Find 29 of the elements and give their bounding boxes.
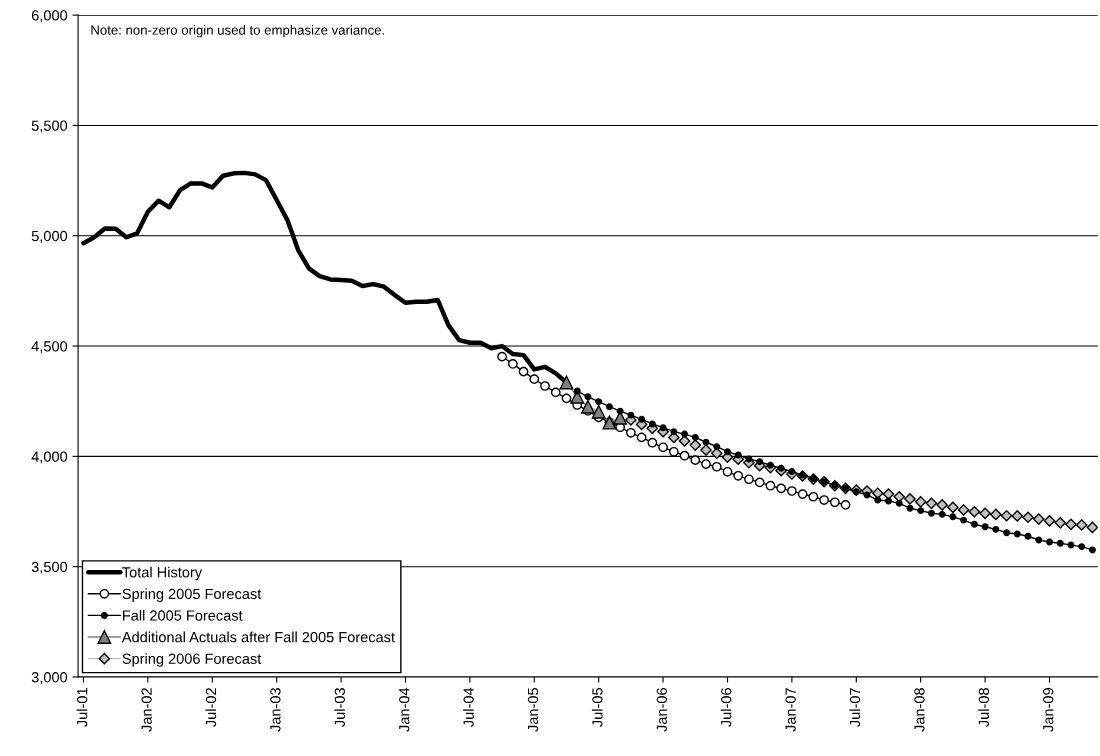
y-tick-label: 5,500 xyxy=(31,120,68,133)
legend-label: Spring 2006 Forecast xyxy=(122,653,262,667)
x-tick-label: Jan-04 xyxy=(399,687,410,732)
y-tick-label: 6,000 xyxy=(31,10,68,23)
annotation: Note: non-zero origin used to emphasize variance. xyxy=(91,25,384,38)
x-tick-label: Jan-08 xyxy=(914,688,925,732)
x-tick-label: Jul-02 xyxy=(205,688,217,727)
y-tick-label: 4,000 xyxy=(31,451,68,464)
x-tick-label: Jul-03 xyxy=(334,688,345,727)
x-tick-label: Jul-01 xyxy=(76,688,88,727)
legend-label: Additional Actuals after Fall 2005 Forecast xyxy=(121,631,395,643)
y-tick-label: 3,000 xyxy=(31,672,68,685)
y-tick-label: 5,000 xyxy=(31,230,68,243)
x-tick-label: Jul-06 xyxy=(720,688,732,727)
x-tick-label: Jan-07 xyxy=(785,688,796,732)
legend-label: Fall 2005 Forecast xyxy=(123,609,243,621)
x-tick-label: Jan-03 xyxy=(270,688,281,732)
x-tick-label: Jul-04 xyxy=(463,687,474,727)
y-tick-label: 3,500 xyxy=(31,561,68,574)
x-tick-label: Jan-06 xyxy=(656,688,667,732)
x-tick-label: Jan-02 xyxy=(141,688,152,732)
legend-label: Total History xyxy=(122,566,203,581)
x-tick-label: Jul-07 xyxy=(849,688,861,727)
y-tick-label: 4,500 xyxy=(31,341,68,354)
x-tick-label: Jul-08 xyxy=(978,688,990,727)
x-tick-label: Jan-05 xyxy=(527,688,539,732)
x-tick-label: Jul-05 xyxy=(591,688,603,727)
legend-label: Spring 2005 Forecast xyxy=(122,588,262,602)
x-tick-label: Jan-09 xyxy=(1043,688,1054,732)
